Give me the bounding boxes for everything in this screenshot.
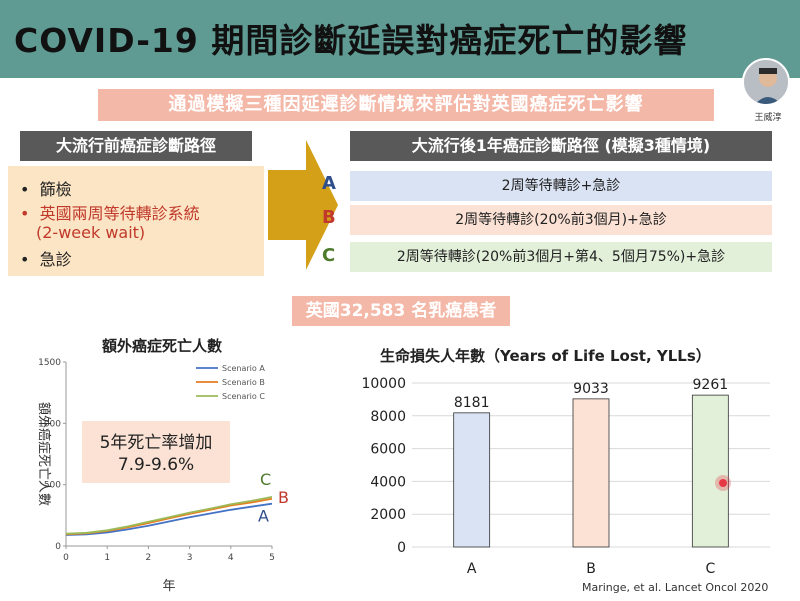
line-x-tick-label: 1 bbox=[104, 553, 110, 563]
line-x-tick-label: 3 bbox=[187, 553, 193, 563]
bar-value-label: 9261 bbox=[693, 377, 729, 393]
line-x-tick-label: 2 bbox=[146, 553, 152, 563]
pre-item-2ww: • 英國兩周等待轉診系統 bbox=[20, 204, 200, 223]
bar-category-label: A bbox=[467, 561, 477, 577]
bar-y-tick-label: 4000 bbox=[370, 474, 406, 490]
line-y-tick-label: 500 bbox=[44, 481, 61, 491]
pre-pandemic-header: 大流行前癌症診斷路徑 bbox=[20, 131, 252, 161]
bar-y-tick-label: 6000 bbox=[370, 442, 406, 458]
line-y-tick-label: 0 bbox=[55, 542, 61, 552]
line-series-a bbox=[65, 502, 273, 536]
line-x-tick-label: 0 bbox=[63, 553, 69, 563]
scenario-b-letter: B bbox=[322, 207, 336, 228]
bar-a bbox=[453, 412, 491, 548]
bar-chart-title: 生命損失人年數（Years of Life Lost, YLLs） bbox=[380, 347, 711, 365]
title-bar bbox=[0, 0, 800, 78]
line-chart-title: 額外癌症死亡人數 bbox=[102, 337, 223, 355]
bar-b bbox=[572, 398, 610, 548]
bar-value-label: 9033 bbox=[573, 381, 609, 397]
line-x-tick-label: 5 bbox=[269, 553, 275, 563]
scenario-c-letter: C bbox=[322, 245, 336, 266]
line-y-label: 額外癌症死亡人數 bbox=[36, 402, 52, 506]
bar-y-tick-label: 0 bbox=[397, 540, 406, 556]
line-x-label: 年 bbox=[162, 579, 175, 594]
mortality-label: 5年死亡率增加 bbox=[99, 433, 213, 453]
bar-y-tick-label: 8000 bbox=[370, 409, 406, 425]
slide-subtitle: 通過模擬三種因延遲診斷情境來評估對英國癌症死亡影響 bbox=[98, 89, 714, 121]
right-arrow-icon bbox=[268, 140, 338, 270]
bar-c bbox=[691, 394, 729, 548]
bar-category-label: B bbox=[586, 561, 596, 577]
patients-label: 英國32,583 名乳癌患者 bbox=[292, 296, 510, 326]
line-end-label-b: B bbox=[278, 488, 289, 507]
pre-item-emergency: • 急診 bbox=[20, 250, 72, 269]
laser-pointer-icon bbox=[715, 475, 731, 491]
line-series-c bbox=[65, 496, 273, 535]
line-y-tick-label: 1500 bbox=[38, 358, 61, 368]
scenario-c-box: 2周等待轉診(20%前3個月+第4、5個月75%)+急診 bbox=[350, 242, 772, 272]
mortality-value: 7.9-9.6% bbox=[117, 455, 195, 475]
mortality-box: 5年死亡率增加 7.9-9.6% bbox=[82, 421, 230, 483]
bar-chart: 0 2000 4000 6000 8000 10000 8181 A 9033 B 9261 C bbox=[361, 376, 770, 577]
scenario-a-box: 2周等待轉診+急診 bbox=[350, 171, 772, 201]
pre-item-2ww-en: (2-week wait) bbox=[36, 223, 146, 242]
line-y-tick-label: 1000 bbox=[38, 419, 61, 429]
legend-label: Scenario A bbox=[222, 364, 265, 373]
scenario-b-box: 2周等待轉診(20%前3個月)+急診 bbox=[350, 205, 772, 235]
line-x-tick-label: 4 bbox=[228, 553, 234, 563]
bar-y-tick-label: 10000 bbox=[361, 376, 406, 392]
person-icon bbox=[744, 60, 788, 104]
slide-title: COVID-19 期間診斷延誤對癌症死亡的影響 bbox=[14, 21, 688, 60]
citation: Maringe, et al. Lancet Oncol 2020 bbox=[582, 581, 769, 594]
pre-item-screening: • 篩檢 bbox=[20, 180, 72, 199]
presenter-avatar bbox=[742, 58, 790, 106]
legend-label: Scenario B bbox=[222, 378, 265, 387]
post-pandemic-header: 大流行後1年癌症診斷路徑 (模擬3種情境) bbox=[350, 131, 772, 161]
bar-y-tick-label: 2000 bbox=[370, 507, 406, 523]
legend-label: Scenario C bbox=[222, 392, 265, 401]
line-end-label-c: C bbox=[260, 470, 271, 489]
pre-pandemic-box: • 篩檢 • 英國兩周等待轉診系統 (2-week wait) • 急診 bbox=[8, 166, 264, 276]
line-chart: 0 500 1000 1500 0 1 2 3 4 5 年 額外癌症死亡人數 A Scenario A B S… bbox=[36, 358, 289, 594]
bar-value-label: 8181 bbox=[454, 395, 490, 411]
line-end-label-a: A bbox=[258, 507, 269, 526]
bar-category-label: C bbox=[705, 561, 715, 577]
scenario-a-letter: A bbox=[322, 173, 336, 194]
presenter-name: 王威淳 bbox=[754, 113, 782, 123]
